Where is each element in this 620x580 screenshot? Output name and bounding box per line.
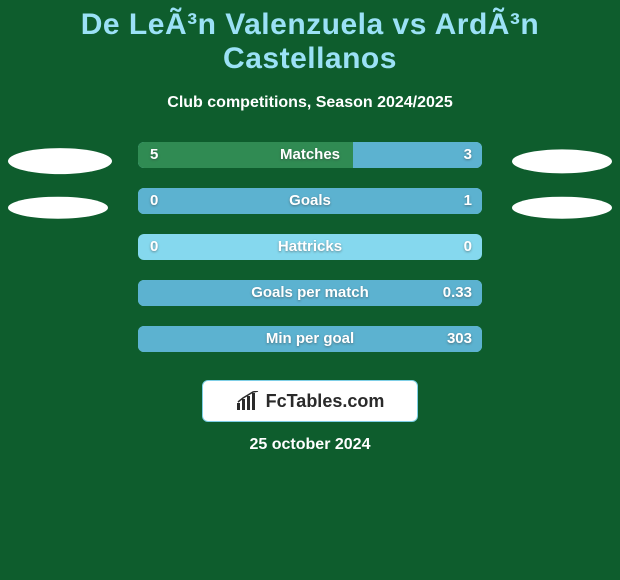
stat-row: Min per goal303 bbox=[0, 326, 620, 372]
player-ellipse-right bbox=[512, 149, 612, 173]
stat-value-right: 3 bbox=[422, 142, 472, 168]
player-ellipse-left bbox=[8, 197, 108, 219]
player-ellipse-left bbox=[8, 148, 112, 174]
comparison-card: De LeÃ³n Valenzuela vs ArdÃ³n Castellano… bbox=[0, 0, 620, 580]
stats-area: Matches53Goals01Hattricks00Goals per mat… bbox=[0, 142, 620, 372]
stat-value-right: 0 bbox=[422, 234, 472, 260]
stat-value-right: 0.33 bbox=[422, 280, 472, 306]
stat-value-right: 1 bbox=[422, 188, 472, 214]
logo: FcTables.com bbox=[236, 391, 385, 412]
stat-value-left: 0 bbox=[150, 188, 190, 214]
stat-row: Hattricks00 bbox=[0, 234, 620, 280]
player-ellipse-right bbox=[512, 197, 612, 219]
logo-text: FcTables.com bbox=[266, 391, 385, 412]
date-line: 25 october 2024 bbox=[0, 436, 620, 454]
logo-bars-icon bbox=[236, 391, 262, 411]
stat-value-left: 5 bbox=[150, 142, 190, 168]
stat-row: Matches53 bbox=[0, 142, 620, 188]
logo-box: FcTables.com bbox=[202, 380, 418, 422]
stat-row: Goals per match0.33 bbox=[0, 280, 620, 326]
subtitle: Club competitions, Season 2024/2025 bbox=[0, 94, 620, 112]
stat-value-left: 0 bbox=[150, 234, 190, 260]
page-title: De LeÃ³n Valenzuela vs ArdÃ³n Castellano… bbox=[0, 0, 620, 76]
stat-value-right: 303 bbox=[422, 326, 472, 352]
stat-row: Goals01 bbox=[0, 188, 620, 234]
